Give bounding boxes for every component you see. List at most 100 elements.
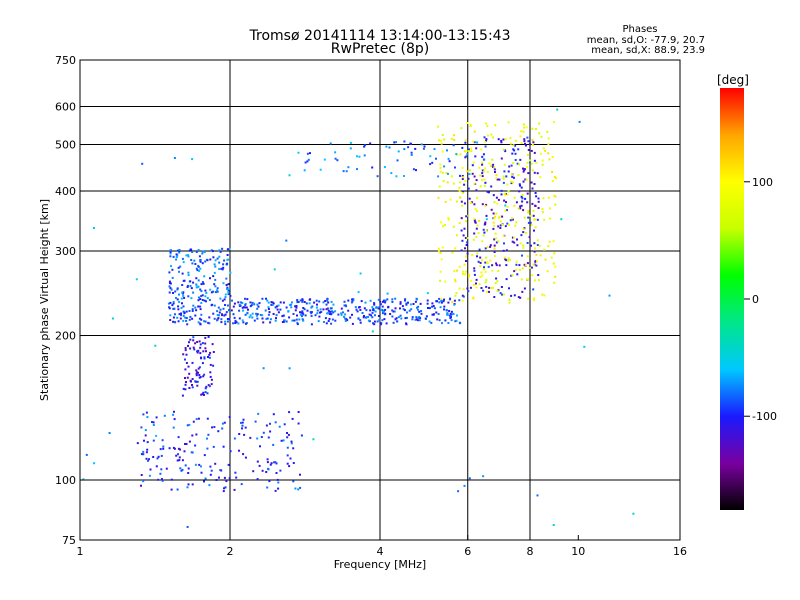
- data-point: [467, 290, 470, 293]
- data-point: [420, 310, 423, 312]
- data-point: [172, 413, 175, 416]
- data-point: [92, 227, 95, 229]
- data-point: [502, 235, 505, 237]
- data-point: [393, 141, 396, 144]
- data-point: [190, 248, 193, 251]
- data-point: [228, 416, 231, 419]
- data-point: [326, 299, 329, 302]
- data-point: [551, 180, 554, 183]
- data-point: [188, 423, 191, 426]
- data-point: [199, 346, 202, 349]
- data-point: [480, 287, 483, 289]
- data-point: [297, 411, 300, 413]
- data-point: [205, 385, 208, 388]
- data-point: [194, 306, 197, 309]
- data-point: [455, 153, 458, 156]
- data-point: [462, 270, 465, 273]
- data-point: [412, 303, 415, 305]
- data-point: [199, 308, 202, 311]
- data-point: [379, 300, 382, 303]
- data-point: [410, 153, 413, 156]
- data-point: [212, 312, 215, 315]
- data-point: [191, 251, 194, 253]
- data-point: [438, 185, 441, 188]
- data-point: [304, 161, 307, 164]
- data-point: [209, 371, 212, 374]
- data-point: [228, 318, 231, 321]
- data-point: [502, 148, 505, 151]
- data-point: [198, 374, 201, 376]
- data-point: [512, 148, 515, 151]
- data-point: [523, 216, 526, 219]
- data-point: [176, 287, 179, 290]
- data-point: [481, 172, 484, 175]
- data-point: [521, 200, 524, 203]
- data-point: [262, 431, 265, 434]
- data-point: [465, 155, 468, 158]
- data-point: [518, 190, 521, 193]
- data-point: [244, 426, 247, 429]
- data-point: [530, 244, 532, 247]
- data-point: [553, 194, 556, 197]
- data-point: [213, 283, 216, 286]
- data-point: [155, 434, 158, 437]
- data-point: [261, 314, 264, 317]
- data-point: [207, 336, 210, 338]
- data-point: [526, 192, 529, 195]
- data-point: [465, 244, 468, 246]
- data-point: [169, 319, 172, 321]
- data-point: [475, 189, 478, 192]
- data-point: [468, 197, 471, 200]
- data-point: [511, 217, 513, 220]
- data-point: [197, 417, 200, 420]
- data-point: [152, 456, 155, 458]
- data-point: [399, 302, 402, 305]
- data-point: [474, 208, 477, 210]
- data-point: [331, 310, 334, 313]
- data-point: [535, 253, 538, 256]
- data-point: [482, 268, 485, 271]
- data-point: [181, 257, 184, 260]
- data-point: [287, 433, 290, 436]
- data-point: [318, 315, 321, 318]
- data-point: [502, 293, 505, 296]
- data-point: [524, 142, 526, 145]
- data-point: [210, 383, 213, 386]
- data-point: [531, 144, 534, 146]
- data-point: [441, 133, 444, 136]
- data-point: [495, 262, 498, 265]
- data-point: [185, 254, 188, 257]
- data-point: [194, 314, 197, 317]
- data-point: [204, 260, 207, 263]
- data-point: [270, 462, 273, 465]
- data-point: [214, 291, 217, 294]
- data-point: [439, 252, 442, 254]
- data-point: [238, 317, 241, 320]
- data-point: [182, 319, 185, 322]
- data-point: [208, 353, 211, 356]
- data-point: [437, 250, 440, 253]
- data-point: [475, 235, 478, 238]
- data-point: [242, 418, 245, 421]
- data-point: [518, 268, 521, 271]
- data-point: [526, 242, 529, 244]
- data-point: [533, 183, 536, 185]
- data-point: [373, 303, 376, 306]
- data-point: [444, 280, 447, 283]
- data-point: [251, 312, 254, 315]
- data-point: [441, 246, 444, 249]
- data-point: [225, 311, 228, 314]
- data-point: [373, 320, 376, 323]
- data-point: [516, 273, 519, 276]
- data-point: [172, 300, 175, 303]
- data-point: [502, 249, 505, 252]
- data-point: [522, 167, 524, 170]
- data-point: [171, 268, 174, 271]
- data-point: [533, 250, 536, 253]
- data-point: [326, 298, 329, 300]
- data-point: [540, 135, 543, 138]
- data-point: [444, 224, 447, 227]
- data-point: [481, 240, 484, 243]
- data-point: [274, 489, 277, 492]
- data-point: [519, 205, 522, 208]
